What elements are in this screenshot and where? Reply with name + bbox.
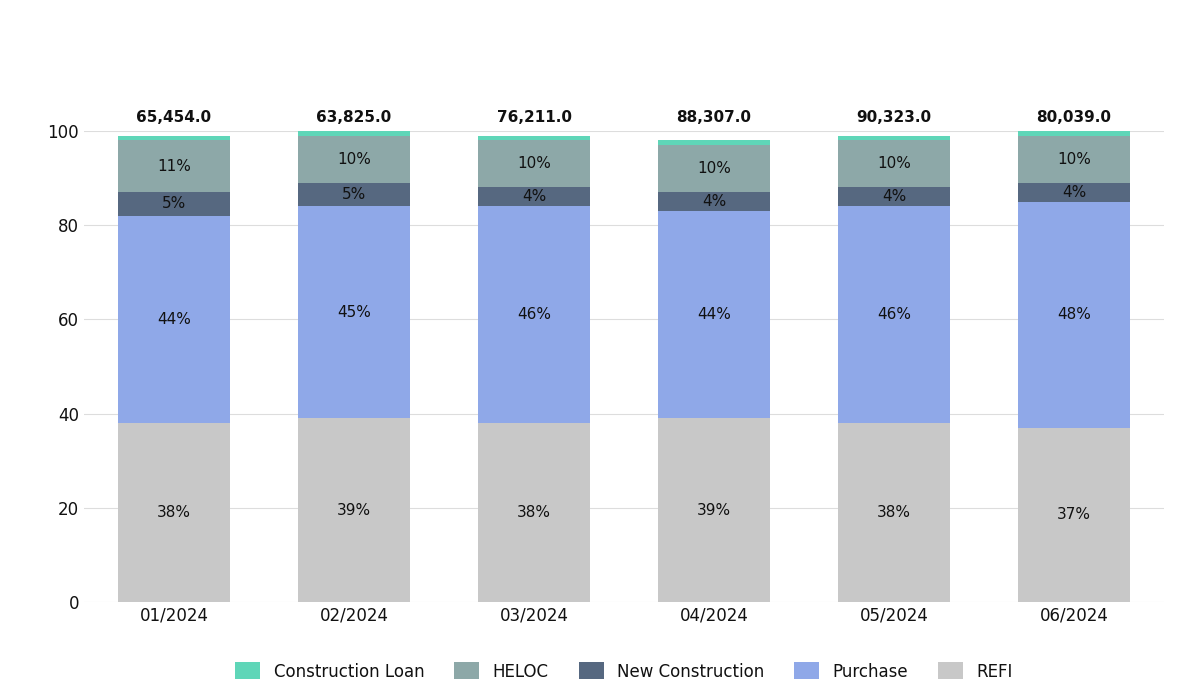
Text: 10%: 10%	[697, 161, 731, 176]
Text: 63,825.0: 63,825.0	[317, 111, 391, 125]
Bar	[118, 141, 230, 193]
Bar	[478, 188, 590, 206]
Text: 38%: 38%	[517, 505, 551, 520]
Text: 4%: 4%	[1062, 185, 1086, 200]
Bar	[839, 423, 950, 602]
Text: 88,307.0: 88,307.0	[677, 111, 751, 125]
Bar	[478, 206, 590, 423]
Bar	[298, 131, 410, 136]
Bar	[1019, 428, 1130, 602]
Bar	[839, 136, 950, 141]
Text: 38%: 38%	[157, 505, 191, 520]
Text: 65,454.0: 65,454.0	[137, 111, 211, 125]
Bar	[118, 193, 230, 216]
Bar	[659, 141, 770, 145]
Bar	[478, 141, 590, 188]
Text: 44%: 44%	[697, 307, 731, 322]
Bar	[1019, 131, 1130, 136]
Bar	[839, 206, 950, 423]
Text: 5%: 5%	[162, 197, 186, 211]
Text: 46%: 46%	[517, 307, 551, 322]
Text: 46%: 46%	[877, 307, 911, 322]
Bar	[1019, 183, 1130, 202]
Text: 76,211.0: 76,211.0	[497, 111, 571, 125]
Bar	[839, 188, 950, 206]
Text: 37%: 37%	[1057, 508, 1091, 522]
Text: 4%: 4%	[882, 190, 906, 204]
Text: 11%: 11%	[157, 159, 191, 174]
Bar	[1019, 136, 1130, 183]
Text: 5%: 5%	[342, 187, 366, 202]
Text: 38%: 38%	[877, 505, 911, 520]
Bar	[84, 98, 1164, 131]
Text: 10%: 10%	[517, 156, 551, 172]
Text: 63,825.0: 63,825.0	[317, 111, 391, 125]
Text: 80,039.0: 80,039.0	[1037, 111, 1111, 125]
Bar	[659, 211, 770, 419]
Bar	[118, 216, 230, 423]
Bar	[659, 145, 770, 193]
Text: 10%: 10%	[337, 152, 371, 167]
Bar	[118, 423, 230, 602]
Bar	[839, 141, 950, 188]
Bar	[659, 193, 770, 211]
Bar	[298, 183, 410, 206]
Text: 88,307.0: 88,307.0	[677, 111, 751, 125]
Text: 4%: 4%	[702, 194, 726, 209]
Text: 10%: 10%	[1057, 152, 1091, 167]
Legend: Construction Loan, HELOC, New Construction, Purchase, REFI: Construction Loan, HELOC, New Constructi…	[228, 656, 1020, 687]
Text: 90,323.0: 90,323.0	[857, 111, 931, 125]
Text: Purchase vs. Refi by Month: Purchase vs. Refi by Month	[376, 22, 824, 50]
Text: 39%: 39%	[337, 503, 371, 517]
Text: 90,323.0: 90,323.0	[857, 111, 931, 125]
Text: 45%: 45%	[337, 304, 371, 320]
Text: 10%: 10%	[877, 156, 911, 172]
Text: 65,454.0: 65,454.0	[137, 111, 211, 125]
Bar	[1019, 202, 1130, 428]
Text: 48%: 48%	[1057, 307, 1091, 322]
Bar	[298, 136, 410, 183]
Bar	[659, 419, 770, 602]
Text: 4%: 4%	[522, 190, 546, 204]
Bar	[478, 136, 590, 141]
Text: 39%: 39%	[697, 503, 731, 517]
Text: 80,039.0: 80,039.0	[1037, 111, 1111, 125]
Bar	[118, 136, 230, 141]
Bar	[478, 423, 590, 602]
Bar	[298, 419, 410, 602]
Text: 76,211.0: 76,211.0	[497, 111, 571, 125]
Bar	[298, 206, 410, 419]
Text: 44%: 44%	[157, 312, 191, 327]
